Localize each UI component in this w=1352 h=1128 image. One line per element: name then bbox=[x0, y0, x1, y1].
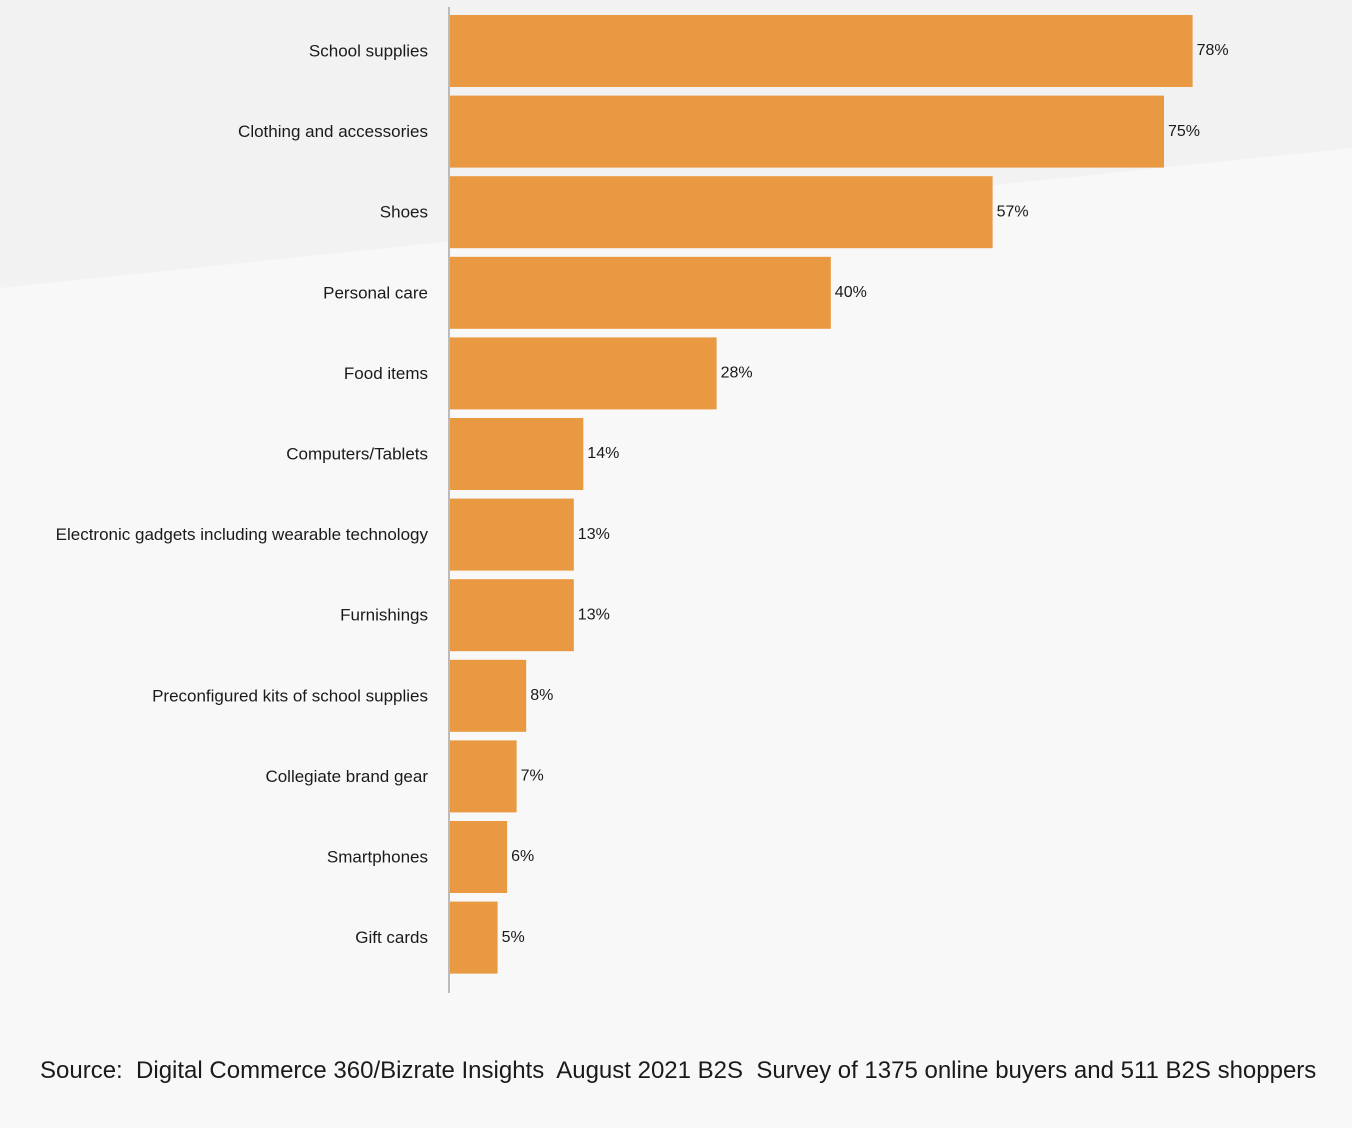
bar bbox=[450, 418, 584, 490]
bar bbox=[450, 821, 508, 893]
category-label: School supplies bbox=[309, 41, 428, 60]
bar bbox=[450, 15, 1193, 87]
bar bbox=[450, 901, 498, 974]
value-label: 28% bbox=[721, 365, 753, 382]
value-label: 8% bbox=[530, 687, 553, 704]
category-label: Computers/Tablets bbox=[286, 444, 428, 463]
category-label: Electronic gadgets including wearable te… bbox=[56, 525, 429, 544]
bar-chart: School supplies 78% Clothing and accessori… bbox=[55, 7, 1229, 993]
category-label: Shoes bbox=[380, 203, 428, 222]
bar bbox=[450, 95, 1164, 168]
category-label: Furnishings bbox=[340, 606, 428, 625]
category-label: Gift cards bbox=[355, 928, 428, 947]
category-label: Food items bbox=[344, 364, 428, 383]
category-label: Clothing and accessories bbox=[238, 122, 428, 141]
bar bbox=[450, 256, 831, 329]
bar bbox=[450, 176, 993, 249]
bar bbox=[450, 337, 717, 410]
value-label: 7% bbox=[521, 768, 544, 785]
value-label: 6% bbox=[511, 848, 534, 865]
value-label: 75% bbox=[1168, 123, 1200, 140]
source-note: Source: Digital Commerce 360/Bizrate Ins… bbox=[40, 1057, 1317, 1084]
bar bbox=[450, 498, 574, 571]
value-label: 14% bbox=[587, 445, 619, 462]
value-label: 78% bbox=[1197, 42, 1229, 59]
bar bbox=[450, 740, 517, 813]
bars-layer: School supplies 78% Clothing and accessori… bbox=[56, 15, 1229, 974]
category-label: Collegiate brand gear bbox=[265, 767, 428, 786]
value-label: 5% bbox=[502, 929, 525, 946]
value-label: 13% bbox=[578, 526, 610, 543]
value-label: 40% bbox=[835, 284, 867, 301]
bar bbox=[450, 659, 527, 732]
value-label: 57% bbox=[997, 203, 1029, 220]
bar bbox=[450, 579, 574, 652]
category-label: Smartphones bbox=[327, 847, 428, 866]
category-label: Preconfigured kits of school supplies bbox=[152, 686, 428, 705]
value-label: 13% bbox=[578, 606, 610, 623]
category-label: Personal care bbox=[323, 283, 428, 302]
